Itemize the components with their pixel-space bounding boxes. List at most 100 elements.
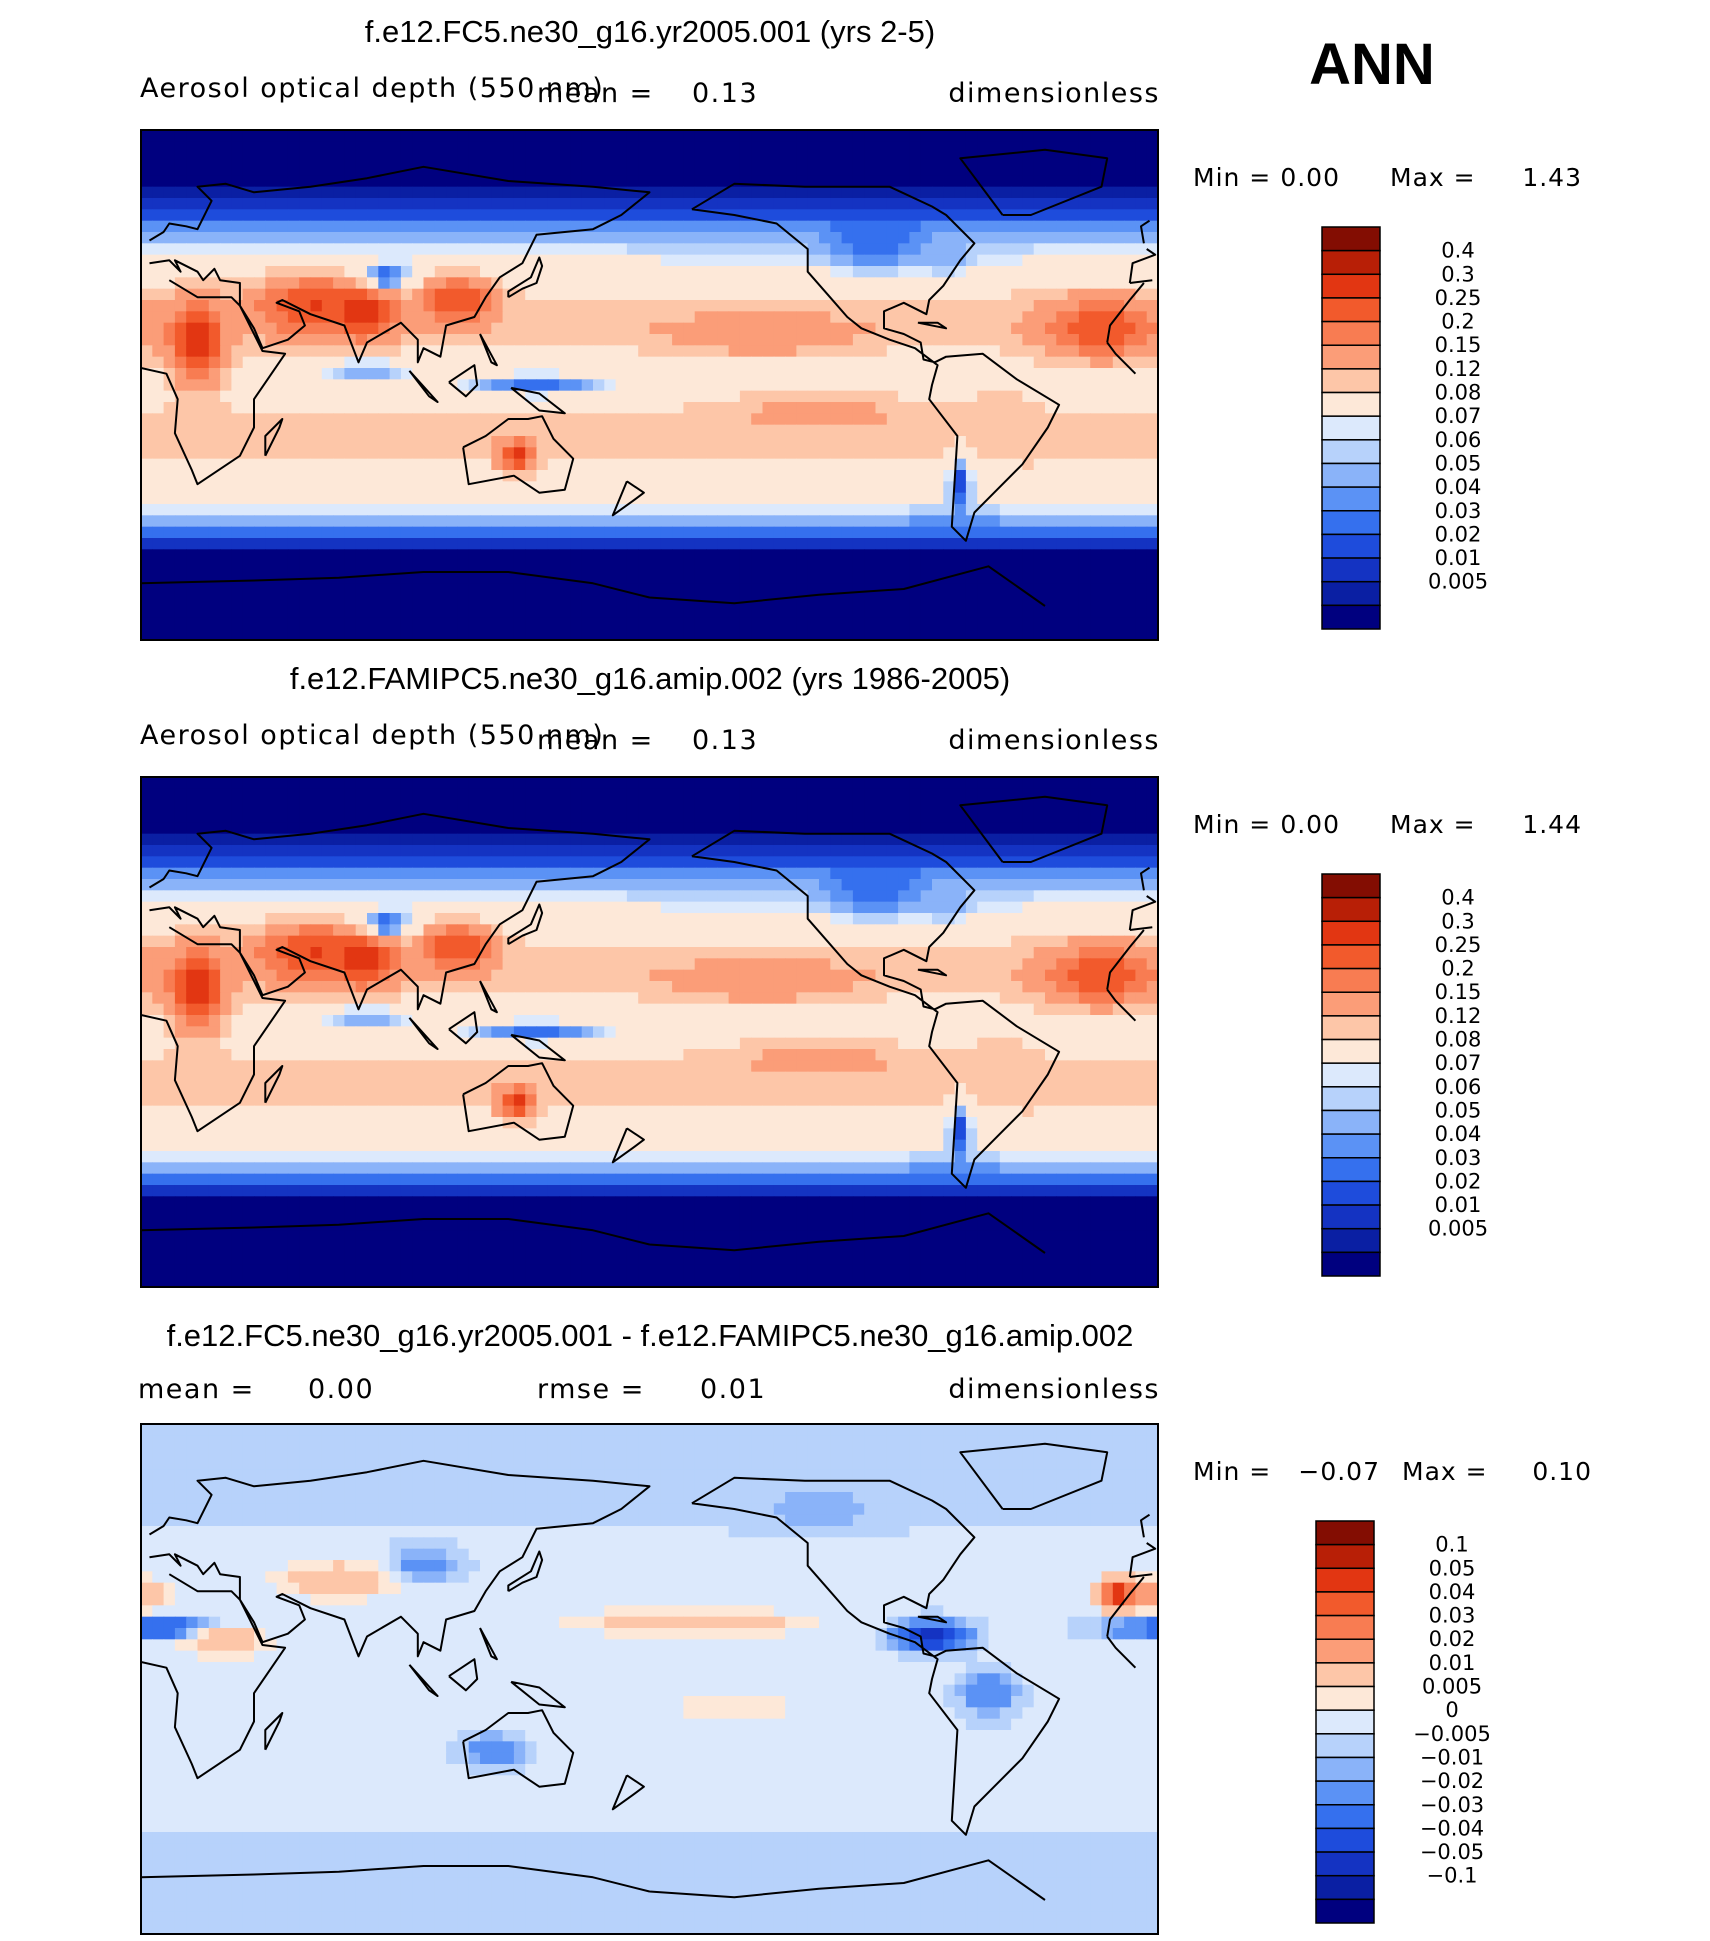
field-cell: [446, 594, 458, 607]
field-cell: [1011, 628, 1023, 640]
field-cell: [864, 811, 877, 823]
field-cell: [1078, 436, 1091, 448]
field-cell: [954, 617, 967, 630]
field-cell: [852, 368, 865, 380]
field-cell: [321, 833, 334, 846]
field-cell: [852, 515, 865, 528]
field-cell: [344, 390, 357, 403]
field-cell: [1011, 538, 1023, 550]
field-cell: [852, 470, 865, 482]
field-cell: [898, 345, 910, 358]
field-cell: [841, 879, 854, 891]
field-cell: [762, 243, 775, 256]
field-cell: [581, 436, 594, 448]
field-cell: [1146, 277, 1158, 290]
field-cell: [751, 833, 764, 846]
field-cell: [559, 436, 571, 448]
field-cell: [943, 799, 956, 812]
field-cell: [220, 628, 232, 640]
field-cell: [570, 526, 583, 539]
field-cell: [739, 300, 752, 312]
field-cell: [762, 606, 775, 618]
field-cell: [423, 594, 436, 607]
field-cell: [615, 322, 628, 335]
field-cell: [389, 379, 402, 392]
field-cell: [796, 243, 809, 256]
field-cell: [581, 345, 594, 358]
field-cell: [683, 833, 696, 846]
field-cell: [751, 628, 764, 640]
field-cell: [389, 504, 402, 516]
field-cell: [988, 130, 1001, 142]
field-cell: [841, 481, 854, 494]
field-cell: [694, 526, 707, 539]
field-cell: [491, 799, 504, 812]
field-cell: [1045, 288, 1057, 301]
field-cell: [502, 254, 515, 267]
field-cell: [1045, 368, 1057, 380]
field-cell: [717, 368, 730, 380]
field-cell: [819, 572, 831, 584]
field-cell: [965, 867, 978, 880]
field-cell: [852, 458, 865, 471]
field-cell: [864, 777, 877, 789]
field-cell: [513, 879, 526, 891]
panel-2-map: [141, 777, 1158, 1287]
field-cell: [819, 243, 831, 256]
field-cell: [706, 277, 718, 290]
field-cell: [1078, 594, 1091, 607]
field-cell: [513, 470, 526, 482]
field-cell: [344, 492, 357, 505]
field-cell: [1033, 220, 1046, 233]
field-cell: [954, 424, 967, 437]
field-cell: [163, 538, 176, 550]
panel-2-units: dimensionless: [948, 725, 1160, 756]
field-cell: [197, 243, 210, 256]
field-cell: [694, 560, 707, 573]
field-cell: [1011, 368, 1023, 380]
field-cell: [965, 822, 978, 835]
field-cell: [999, 583, 1012, 596]
field-cell: [231, 413, 244, 426]
field-cell: [1067, 833, 1080, 846]
field-cell: [480, 334, 492, 346]
field-cell: [593, 322, 605, 335]
field-cell: [1146, 583, 1158, 596]
field-cell: [1135, 424, 1148, 437]
field-cell: [197, 277, 210, 290]
field-cell: [728, 379, 741, 392]
field-cell: [773, 254, 786, 267]
field-cell: [1056, 254, 1069, 267]
field-cell: [1011, 458, 1023, 471]
field-cell: [1045, 436, 1057, 448]
field-cell: [852, 526, 865, 539]
panel-1-mean-label: mean =: [537, 78, 654, 109]
field-cell: [287, 198, 300, 210]
field-cell: [807, 777, 820, 789]
field-cell: [932, 424, 944, 437]
field-cell: [875, 583, 888, 596]
field-cell: [220, 243, 232, 256]
field-cell: [909, 379, 922, 392]
field-cell: [977, 322, 990, 335]
field-cell: [706, 867, 718, 880]
field-cell: [604, 198, 617, 210]
field-cell: [1124, 617, 1136, 630]
field-cell: [242, 481, 255, 494]
field-cell: [694, 130, 707, 142]
field-cell: [988, 345, 1001, 358]
field-cell: [344, 356, 357, 369]
field-cell: [186, 141, 199, 154]
field-cell: [152, 152, 165, 165]
field-cell: [932, 390, 944, 403]
field-cell: [321, 606, 334, 618]
field-cell: [1090, 356, 1103, 369]
field-cell: [174, 811, 187, 823]
field-cell: [773, 164, 786, 176]
field-cell: [1067, 334, 1080, 346]
field-cell: [751, 266, 764, 278]
field-cell: [547, 594, 560, 607]
field-cell: [141, 481, 153, 494]
field-cell: [186, 594, 199, 607]
field-cell: [1090, 130, 1103, 142]
